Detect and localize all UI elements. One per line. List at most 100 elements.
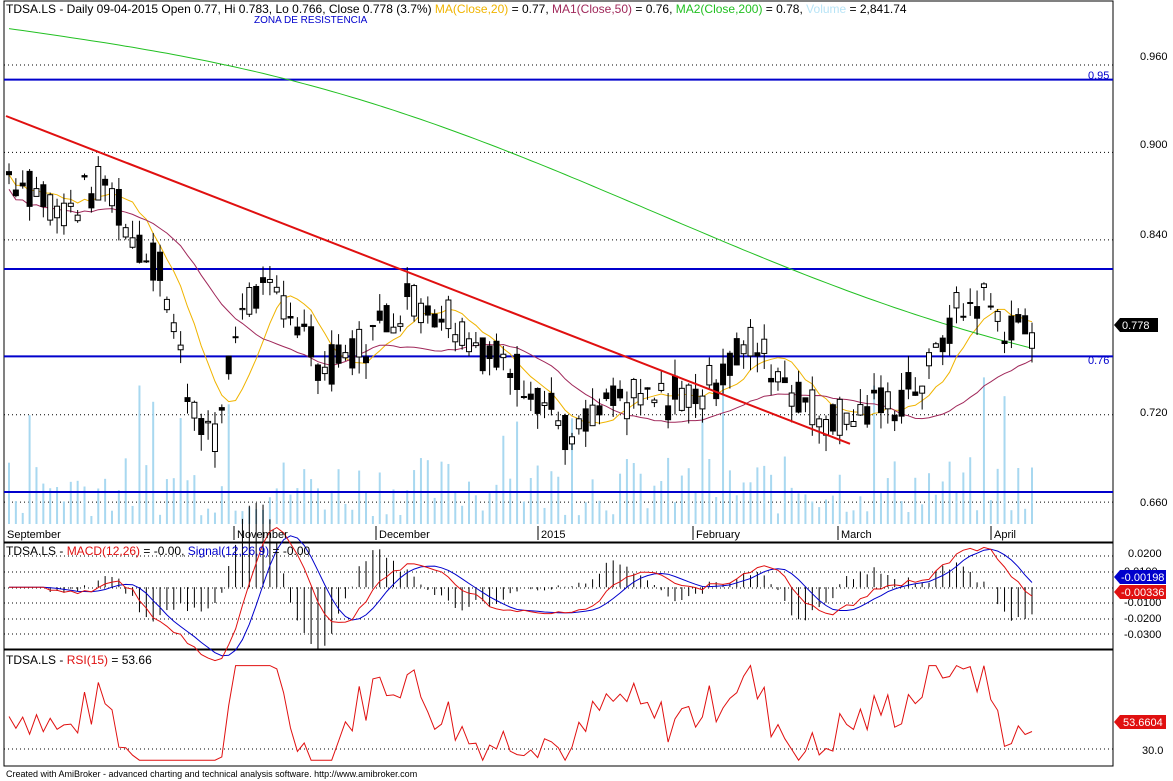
candle-body <box>630 378 637 399</box>
volume-bar <box>728 470 731 524</box>
candle-body <box>685 384 692 408</box>
trendline <box>5 115 851 445</box>
volume-bar <box>406 490 409 524</box>
volume-bar <box>303 469 306 524</box>
candle-body <box>6 171 12 176</box>
volume-bar <box>825 499 828 524</box>
candle-body <box>541 402 548 407</box>
volume-bar <box>536 465 539 524</box>
volume-bar <box>104 478 107 524</box>
volume-bar <box>296 488 299 524</box>
volume-bar <box>838 474 841 524</box>
candle-body <box>328 344 335 385</box>
x-axis: September November December 2015 Februar… <box>3 526 1016 541</box>
volume-bar <box>454 492 457 524</box>
candle-body <box>253 285 260 309</box>
x-label-november: November <box>237 529 288 541</box>
candle-body <box>314 364 321 381</box>
candle-body <box>211 423 218 453</box>
candle-body <box>383 305 390 333</box>
candle-body <box>582 408 589 432</box>
macd-signal-last-marker: -0.00198 <box>1114 570 1166 584</box>
candle-body <box>761 338 768 354</box>
volume-bar <box>35 467 38 524</box>
volume-bar <box>756 467 759 524</box>
volume-bar <box>468 481 471 524</box>
candle-body <box>356 328 363 358</box>
last-close-marker: 0.778 <box>1114 318 1158 332</box>
volume-bar <box>152 401 155 524</box>
volume-bar <box>900 501 903 524</box>
volume-bar <box>28 415 31 524</box>
candle-body <box>280 295 287 320</box>
candle-body <box>191 401 198 419</box>
volume-bar <box>522 501 525 524</box>
ma20-line <box>8 174 1033 424</box>
candle-body <box>321 366 328 375</box>
candle-body <box>857 404 864 416</box>
level-label-076: 0.76 <box>1088 355 1109 367</box>
footer-credit: Created with AmiBroker - advanced charti… <box>6 769 417 779</box>
volume-bar <box>268 497 271 524</box>
macd-tick-label: -0.0100 <box>1124 597 1161 609</box>
candle-body <box>692 388 699 405</box>
candle-body <box>129 237 136 248</box>
candle-body <box>555 420 562 426</box>
volume-bar <box>90 515 93 524</box>
candle-body <box>479 337 486 372</box>
candle-body <box>273 286 280 293</box>
volume-bar <box>117 490 120 524</box>
candle-body <box>836 398 843 436</box>
candle-body <box>871 389 878 394</box>
x-label-2015: 2015 <box>541 529 565 541</box>
candle-body <box>507 373 514 379</box>
macd-tick-label: -0.0300 <box>1124 629 1161 641</box>
volume-bar <box>193 475 196 524</box>
candle-body <box>623 402 630 420</box>
macd-last-value: -0.00336 <box>1121 587 1164 599</box>
price-tick-label: 0.720 <box>1140 407 1168 419</box>
macd-header: TDSA.LS - MACD(12,26) = -0.00, Signal(12… <box>6 544 311 558</box>
volume-bar <box>220 486 223 524</box>
volume-bar <box>976 510 979 524</box>
volume-bar <box>694 492 697 524</box>
volume-bar <box>323 509 326 524</box>
volume-bar <box>241 511 244 524</box>
volume-bar <box>742 482 745 524</box>
candle-body <box>637 392 644 406</box>
volume-bar <box>914 477 917 524</box>
volume-bar <box>770 474 773 524</box>
volume-bar <box>275 488 278 524</box>
candle-body <box>610 385 617 406</box>
volume-bar <box>310 479 313 524</box>
volume-bar <box>392 489 395 524</box>
candle-body <box>60 202 67 227</box>
candle-body <box>747 326 754 357</box>
candle-body <box>974 306 981 319</box>
candle-body <box>898 389 905 417</box>
candle-body <box>919 385 926 394</box>
volume-bar <box>1024 508 1027 524</box>
volume-bar <box>495 484 498 524</box>
price-grid <box>4 64 1113 503</box>
volume-bar <box>715 497 718 524</box>
candle-body <box>651 399 658 404</box>
rsi-polyline <box>8 664 1033 762</box>
candle-body <box>438 318 445 323</box>
price-tick-label: 0.660 <box>1140 497 1168 509</box>
candle-body <box>19 182 26 187</box>
candle-body <box>150 242 157 281</box>
candle-body <box>809 389 816 426</box>
candle-body <box>411 285 418 317</box>
volume-bar <box>818 507 821 524</box>
rsi-header: TDSA.LS - RSI(15) = 53.66 <box>6 653 152 667</box>
volume-bar <box>488 493 491 524</box>
candle-body <box>994 311 1001 322</box>
candle-body <box>108 188 115 207</box>
candle-body <box>932 343 939 348</box>
x-label-december: December <box>379 529 430 541</box>
candle-body <box>67 202 74 207</box>
volume-bar <box>159 514 162 524</box>
candle-body <box>95 166 102 201</box>
